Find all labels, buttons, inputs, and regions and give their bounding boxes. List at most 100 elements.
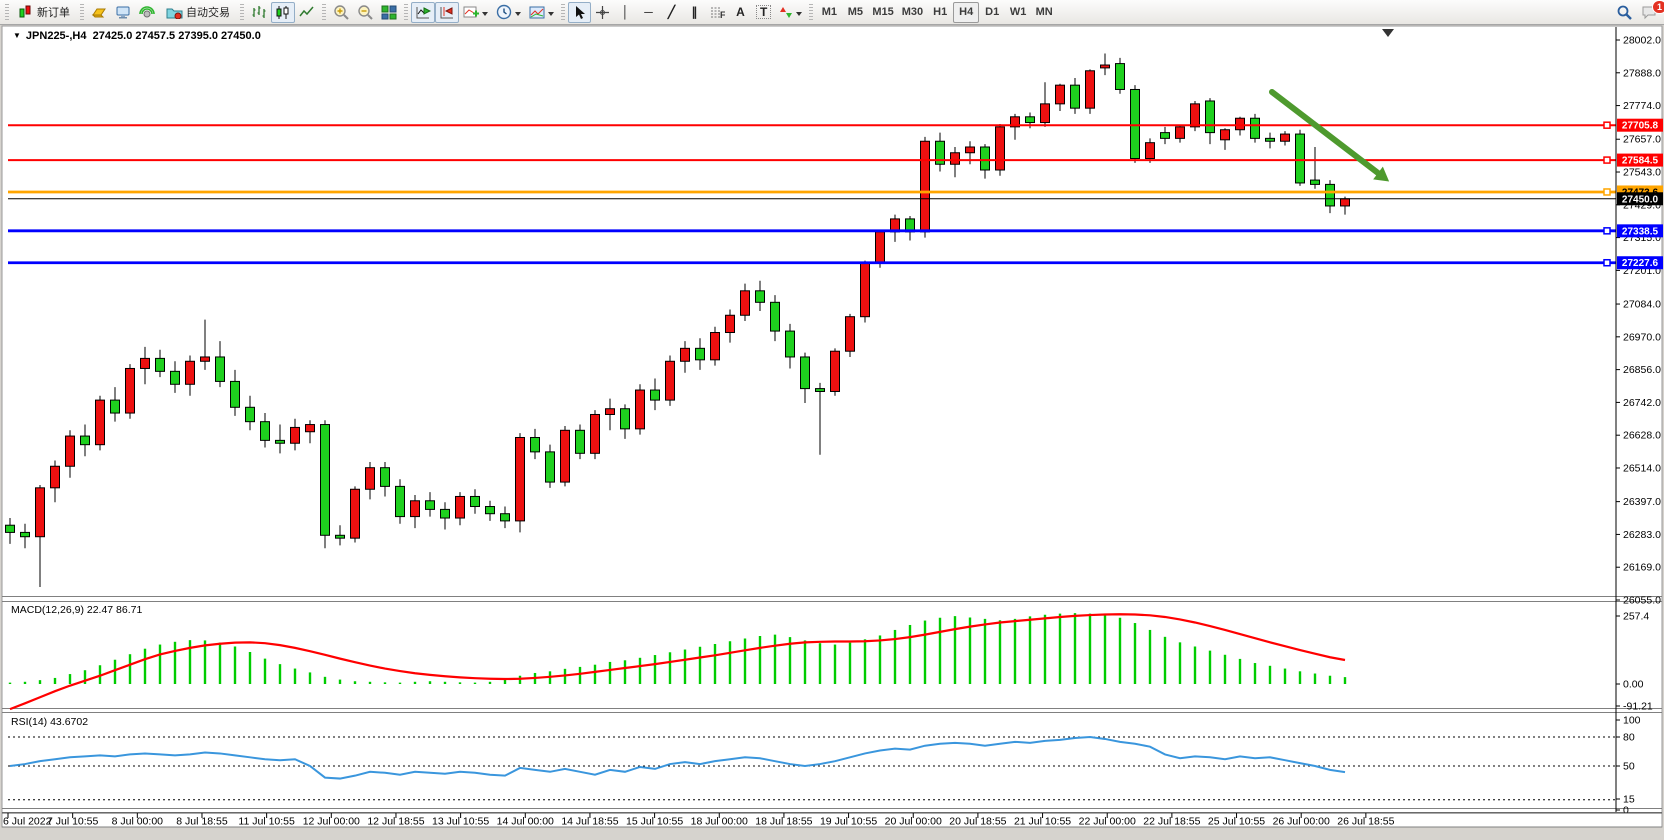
candle — [665, 360, 675, 401]
candle — [965, 146, 975, 154]
level-lines[interactable] — [8, 124, 1616, 265]
candle — [335, 534, 345, 539]
fibonacci-button[interactable]: F — [706, 2, 729, 23]
timeframe-m30-button[interactable]: M30 — [901, 6, 924, 18]
candle — [20, 531, 30, 538]
toolbar-grip[interactable] — [561, 4, 565, 20]
trend-arrow-annotation[interactable] — [1269, 89, 1390, 182]
candle — [1235, 117, 1245, 131]
candle — [80, 435, 90, 446]
price-tick-label: 27084.0 — [1623, 299, 1661, 311]
toolbar-grip[interactable] — [240, 4, 244, 20]
macd-tick-label: -91.21 — [1623, 701, 1653, 713]
level-anchor-square[interactable] — [1603, 258, 1611, 267]
macd-tick-label: 0.00 — [1623, 679, 1644, 691]
zoom-out-icon — [358, 5, 373, 20]
horizontal-line-button[interactable]: ─ — [637, 2, 660, 23]
time-tick-label: 18 Jul 18:55 — [755, 816, 812, 828]
line-chart-button[interactable] — [295, 2, 319, 23]
candle — [185, 360, 195, 385]
candle — [1175, 126, 1185, 139]
macd-tick-label: 257.4 — [1623, 611, 1649, 623]
toolbar-grip[interactable] — [809, 4, 814, 20]
search-button[interactable] — [1612, 2, 1637, 23]
timeframe-m5-button[interactable]: M5 — [847, 6, 863, 18]
panel-separators[interactable] — [2, 596, 1662, 813]
autoscroll-button[interactable] — [411, 1, 435, 23]
new-order-label: 新订单 — [37, 7, 70, 19]
text-label-button[interactable]: T — [752, 2, 775, 23]
candle — [5, 524, 15, 533]
candle-chart-button[interactable] — [271, 1, 295, 23]
new-order-button[interactable]: 新订单 — [12, 2, 77, 23]
notification-badge: 1 — [1651, 0, 1664, 14]
autotrade-button[interactable]: 自动交易 — [159, 2, 237, 23]
toolbar-grip[interactable] — [80, 4, 84, 20]
toolbar-grip[interactable] — [322, 4, 326, 20]
zoom-out-button[interactable] — [353, 2, 377, 23]
time-tick-label: 8 Jul 00:00 — [112, 816, 164, 828]
text-button[interactable]: A — [729, 2, 752, 23]
toolbar-grip[interactable] — [5, 4, 9, 20]
timeframe-d1-button[interactable]: D1 — [985, 6, 1000, 18]
channel-button[interactable]: ∥ — [683, 2, 706, 23]
timeframe-w1-button[interactable]: W1 — [1009, 6, 1027, 18]
level-anchor-square[interactable] — [1603, 121, 1611, 129]
arrows-dropdown-caret — [796, 11, 803, 19]
candle — [755, 290, 765, 303]
candle — [770, 301, 780, 332]
candle — [35, 487, 45, 538]
market-button[interactable] — [87, 2, 111, 23]
level-anchor-square[interactable] — [1603, 188, 1611, 196]
channel-icon: ∥ — [691, 5, 698, 19]
timeframe-m15-button[interactable]: M15 — [872, 6, 894, 18]
timeframe-h1-button[interactable]: H1 — [933, 6, 948, 18]
symbol-dropdown-icon[interactable]: ▼ — [13, 31, 21, 40]
level-anchor-square[interactable] — [1603, 227, 1611, 235]
candle — [1265, 137, 1275, 142]
clock-icon — [496, 4, 512, 20]
price-tick-label: 26742.0 — [1623, 397, 1661, 409]
cursor-button[interactable] — [568, 1, 591, 23]
bar-chart-button[interactable] — [247, 2, 271, 23]
time-tick-label: 25 Jul 10:55 — [1208, 816, 1265, 828]
chart-shift-icon — [440, 6, 453, 18]
indicators-button[interactable] — [459, 2, 492, 23]
crosshair-button[interactable] — [591, 2, 614, 23]
chart-shift-marker[interactable] — [1382, 29, 1394, 37]
candle — [725, 314, 735, 334]
notifications-button[interactable]: 1 — [1637, 0, 1664, 23]
candle — [440, 508, 450, 519]
terminal-button[interactable] — [111, 2, 135, 23]
level-anchor-square[interactable] — [1603, 156, 1611, 164]
rsi-tick-label: 100 — [1623, 715, 1641, 727]
candle — [290, 426, 300, 444]
zoom-in-button[interactable] — [329, 2, 353, 23]
signals-button[interactable] — [135, 2, 159, 23]
candle — [530, 436, 540, 453]
trendline-button[interactable]: ╱ — [660, 2, 683, 23]
arrows-icon — [780, 6, 793, 18]
templates-button[interactable] — [525, 2, 558, 23]
candle — [470, 495, 480, 508]
svg-text:27450.0: 27450.0 — [1622, 194, 1659, 205]
candle — [230, 380, 240, 408]
chart-shift-button[interactable] — [435, 1, 459, 23]
timeframe-h4-button[interactable]: H4 — [953, 1, 980, 23]
toolbar-grip[interactable] — [404, 4, 408, 20]
arrows-button[interactable] — [775, 2, 806, 23]
time-tick-label: 22 Jul 18:55 — [1143, 816, 1200, 828]
symbol-info-line[interactable]: ▼ JPN225-,H4 27425.0 27457.5 27395.0 2745… — [13, 30, 261, 42]
vertical-line-button[interactable]: │ — [614, 2, 637, 23]
price-axis[interactable]: 28002.027888.027774.027657.027543.027429… — [1603, 27, 1663, 817]
timeframe-m1-button[interactable]: M1 — [821, 6, 837, 18]
tile-windows-button[interactable] — [377, 2, 401, 23]
price-tick-label: 26283.0 — [1623, 529, 1661, 541]
templates-dropdown-caret — [548, 11, 554, 19]
rsi-tick-label: 50 — [1623, 761, 1635, 773]
svg-text:27705.8: 27705.8 — [1622, 121, 1659, 132]
periods-button[interactable] — [492, 2, 525, 23]
timeframe-mn-button[interactable]: MN — [1035, 6, 1053, 18]
